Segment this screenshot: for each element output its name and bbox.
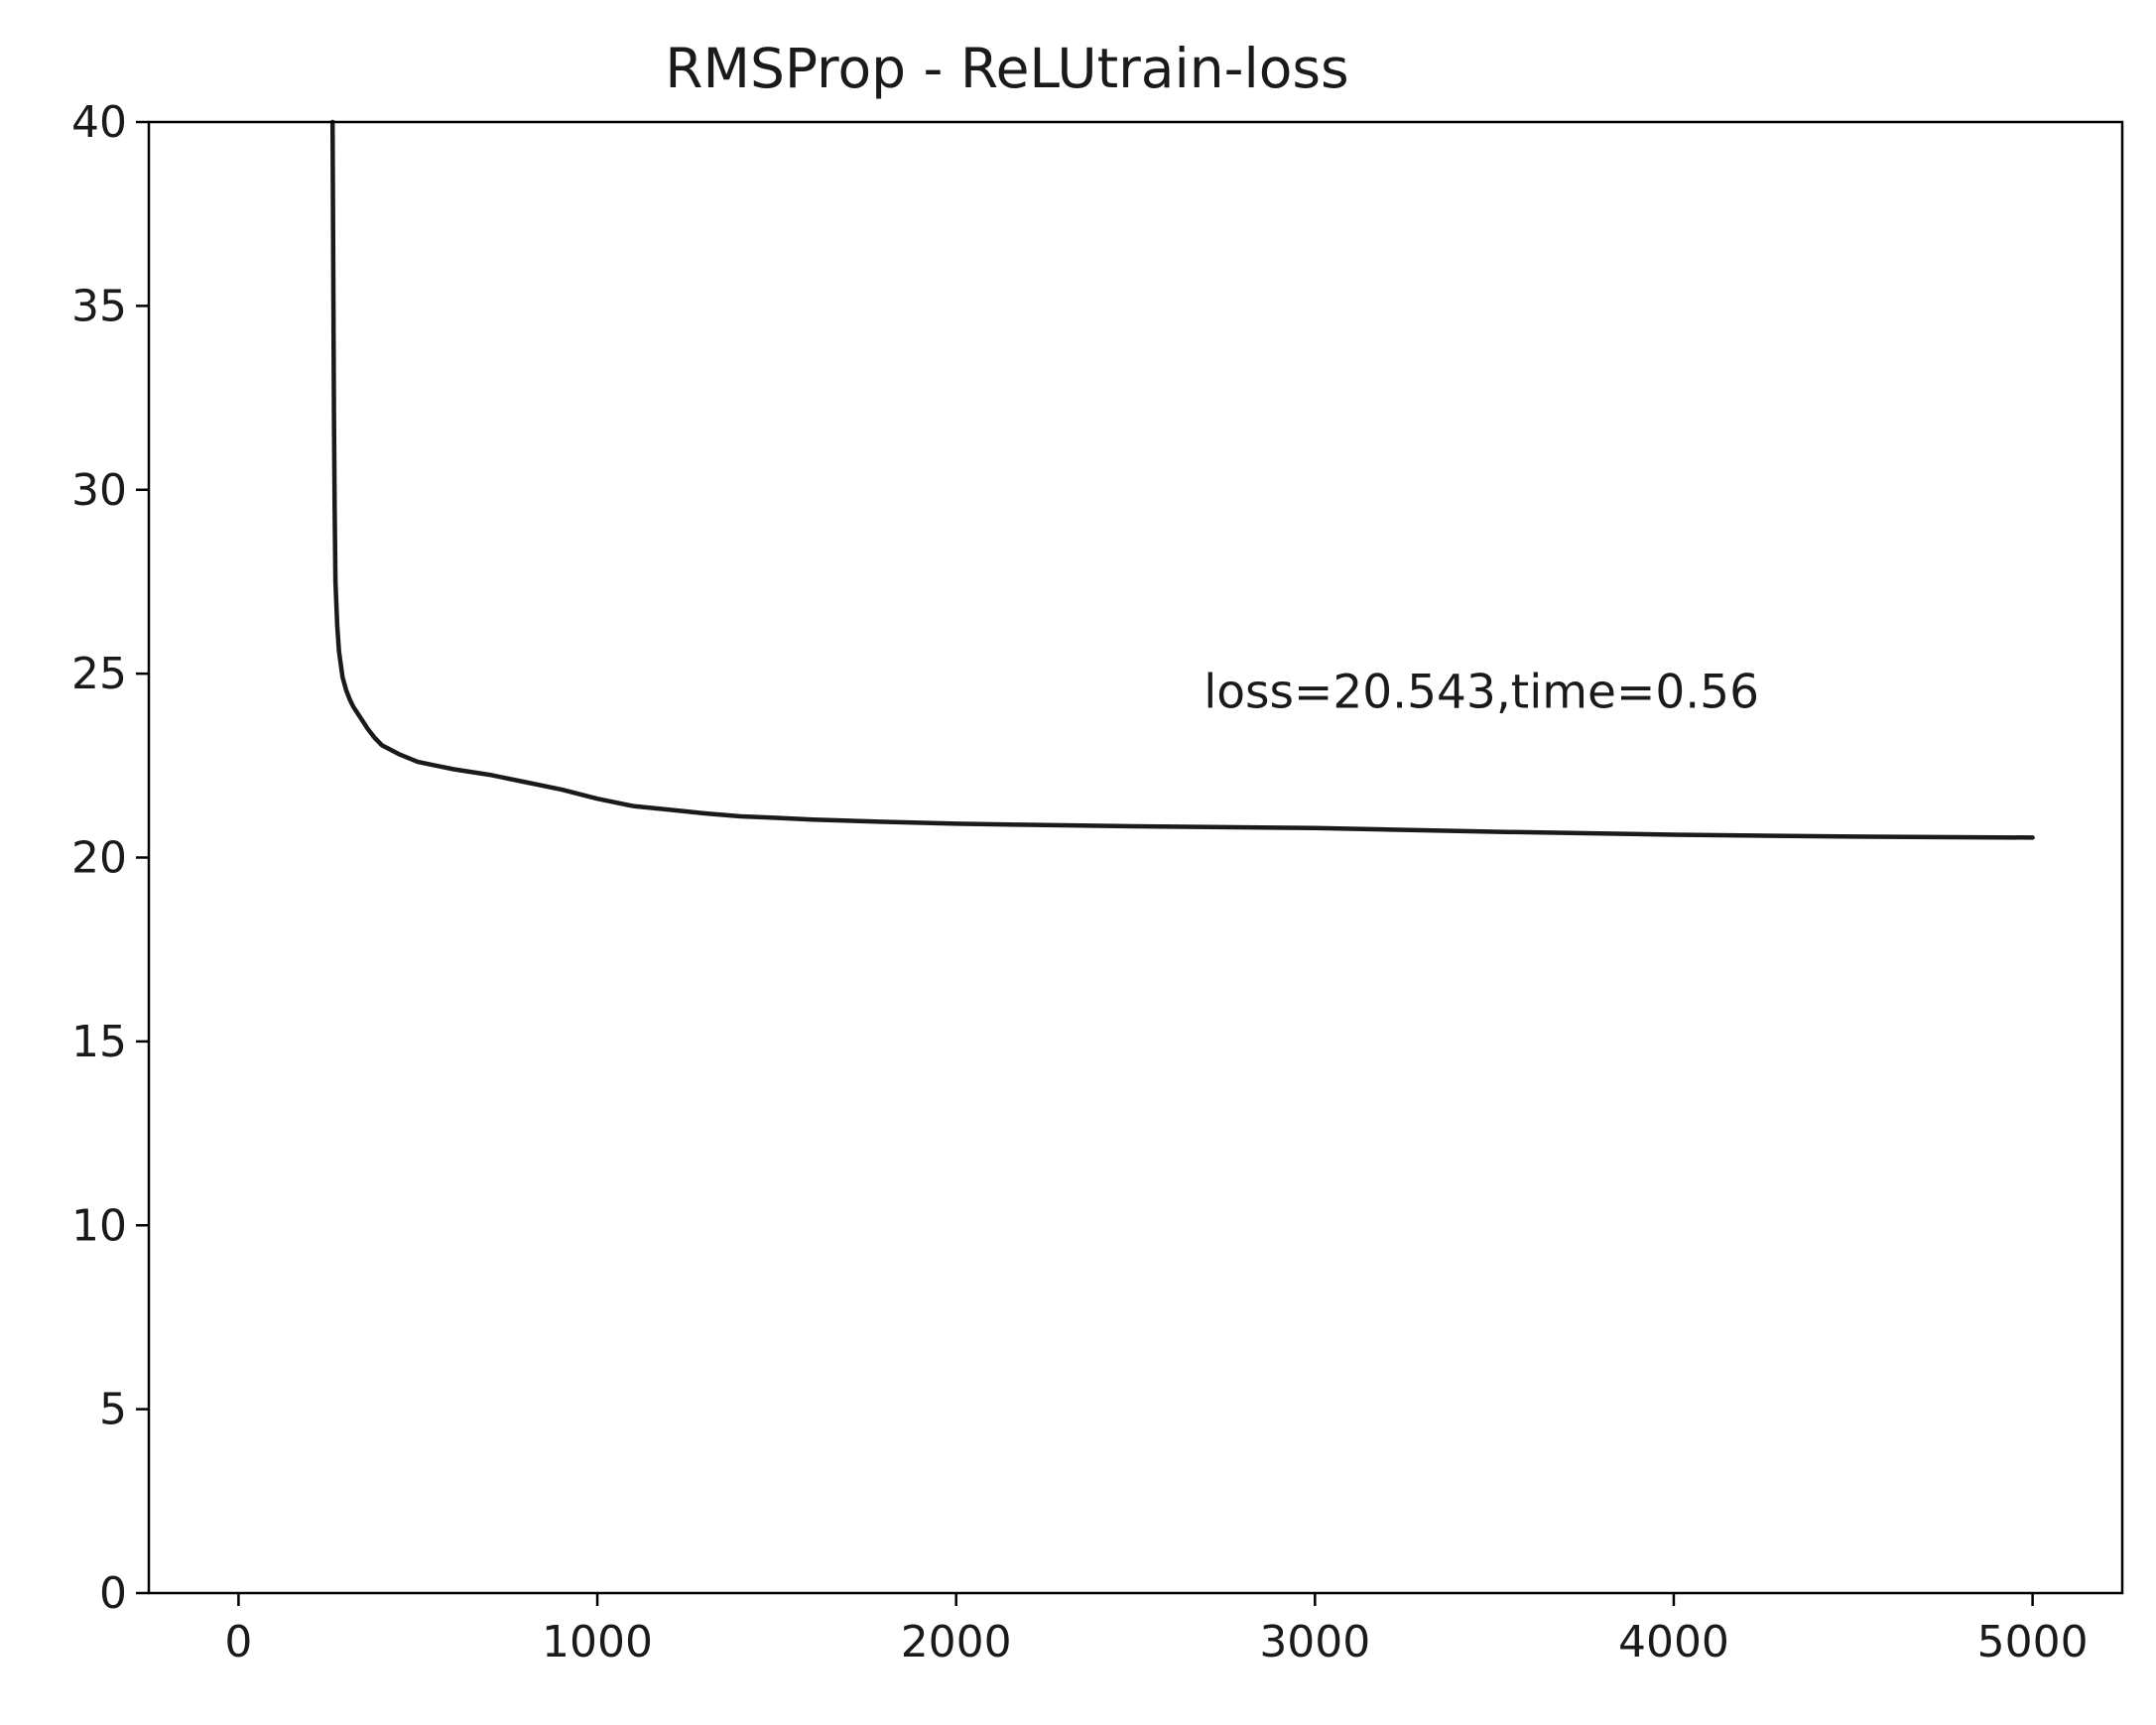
y-tick-label: 30 <box>71 465 127 516</box>
y-tick-label: 0 <box>99 1568 127 1619</box>
x-tick-label: 0 <box>224 1617 252 1667</box>
y-tick-label: 10 <box>71 1200 127 1251</box>
chart-title: RMSProp - ReLUtrain-loss <box>665 37 1348 100</box>
y-axis-ticks: 0 5 10 15 20 25 30 35 40 <box>71 97 149 1619</box>
x-tick-label: 2000 <box>901 1617 1012 1667</box>
plot-area-frame <box>147 120 2124 1595</box>
y-tick-label: 15 <box>71 1017 127 1067</box>
x-axis-ticks: 0 1000 2000 3000 4000 5000 <box>224 1593 2089 1667</box>
y-tick-label: 35 <box>71 281 127 331</box>
loss-time-annotation: loss=20.543,time=0.56 <box>1204 666 1759 720</box>
x-tick-label: 5000 <box>1977 1617 2089 1667</box>
x-tick-label: 4000 <box>1618 1617 1729 1667</box>
x-tick-label: 3000 <box>1259 1617 1370 1667</box>
y-tick-label: 5 <box>99 1385 127 1435</box>
train-loss-line <box>329 119 2035 840</box>
y-tick-label: 20 <box>71 833 127 884</box>
y-tick-label: 40 <box>71 97 127 148</box>
y-tick-label: 25 <box>71 649 127 699</box>
x-tick-label: 1000 <box>542 1617 653 1667</box>
